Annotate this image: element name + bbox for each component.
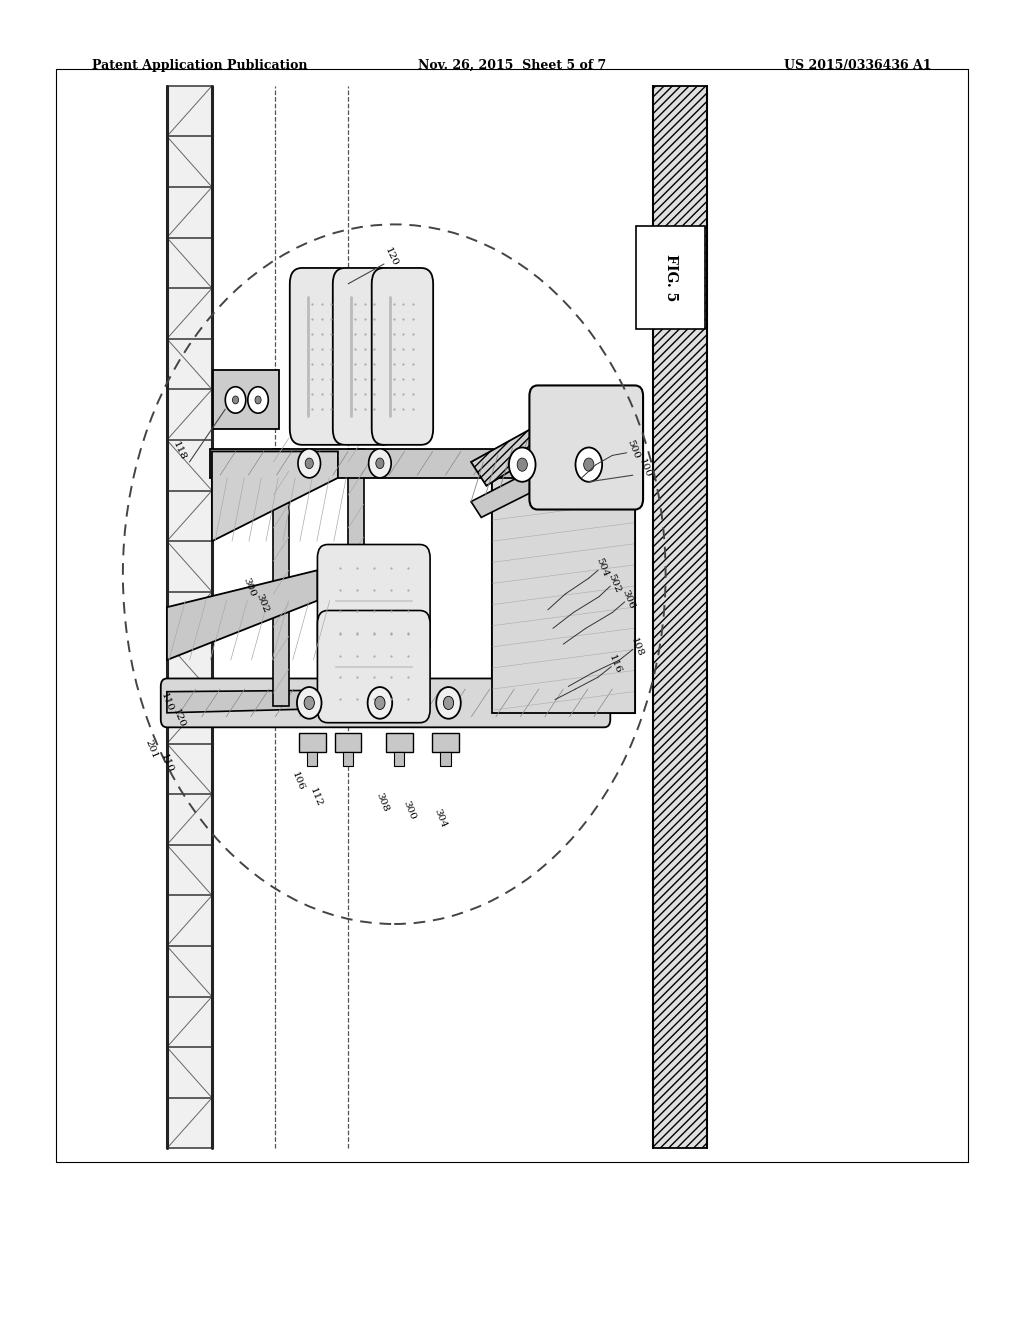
Circle shape	[304, 697, 314, 710]
Text: 300: 300	[241, 577, 257, 598]
Text: 110: 110	[159, 752, 175, 774]
Text: 304: 304	[432, 808, 449, 829]
Text: 112: 112	[307, 787, 324, 808]
Text: 100: 100	[637, 458, 653, 479]
Polygon shape	[440, 752, 451, 766]
Text: Nov. 26, 2015  Sheet 5 of 7: Nov. 26, 2015 Sheet 5 of 7	[418, 58, 606, 71]
Text: 302: 302	[254, 593, 270, 614]
Circle shape	[575, 447, 602, 482]
Circle shape	[255, 396, 261, 404]
Polygon shape	[273, 449, 289, 706]
FancyBboxPatch shape	[317, 544, 430, 656]
Polygon shape	[167, 690, 317, 713]
Circle shape	[369, 449, 391, 478]
FancyBboxPatch shape	[529, 385, 643, 510]
Polygon shape	[213, 370, 279, 429]
Circle shape	[376, 458, 384, 469]
FancyBboxPatch shape	[290, 268, 351, 445]
Circle shape	[298, 449, 321, 478]
Text: 500: 500	[625, 438, 641, 459]
FancyBboxPatch shape	[161, 678, 610, 727]
Text: 502: 502	[606, 573, 623, 594]
Text: 108: 108	[629, 636, 645, 657]
Polygon shape	[212, 451, 338, 541]
Text: 120: 120	[383, 247, 399, 268]
Polygon shape	[210, 449, 625, 478]
Polygon shape	[386, 733, 413, 752]
Polygon shape	[167, 86, 212, 1148]
Polygon shape	[471, 451, 579, 517]
Polygon shape	[653, 86, 707, 1148]
FancyBboxPatch shape	[372, 268, 433, 445]
Circle shape	[375, 697, 385, 710]
Circle shape	[517, 458, 527, 471]
Polygon shape	[343, 752, 353, 766]
Text: Patent Application Publication: Patent Application Publication	[92, 58, 307, 71]
Circle shape	[248, 387, 268, 413]
Polygon shape	[299, 733, 326, 752]
Text: 201: 201	[143, 739, 160, 760]
Polygon shape	[471, 403, 589, 486]
Polygon shape	[348, 449, 364, 706]
Polygon shape	[335, 733, 361, 752]
Text: US 2015/0336436 A1: US 2015/0336436 A1	[784, 58, 932, 71]
Polygon shape	[492, 475, 635, 713]
Circle shape	[225, 387, 246, 413]
Circle shape	[443, 697, 454, 710]
Circle shape	[232, 396, 239, 404]
Text: 300: 300	[401, 800, 418, 821]
Text: 118: 118	[171, 441, 187, 462]
Circle shape	[305, 458, 313, 469]
FancyBboxPatch shape	[317, 610, 430, 722]
Text: 306: 306	[621, 589, 637, 610]
Circle shape	[584, 458, 594, 471]
Circle shape	[436, 686, 461, 718]
FancyBboxPatch shape	[333, 268, 394, 445]
Text: 504: 504	[594, 557, 610, 578]
Text: 308: 308	[374, 792, 390, 813]
Circle shape	[297, 686, 322, 718]
Text: 116: 116	[606, 653, 623, 675]
Polygon shape	[167, 570, 317, 660]
Polygon shape	[432, 733, 459, 752]
Text: FIG. 5: FIG. 5	[664, 253, 678, 301]
Text: 106: 106	[290, 771, 306, 792]
Polygon shape	[307, 752, 317, 766]
Polygon shape	[394, 752, 404, 766]
Circle shape	[368, 686, 392, 718]
Text: 110: 110	[159, 692, 175, 713]
Text: 120: 120	[171, 708, 187, 729]
Circle shape	[509, 447, 536, 482]
